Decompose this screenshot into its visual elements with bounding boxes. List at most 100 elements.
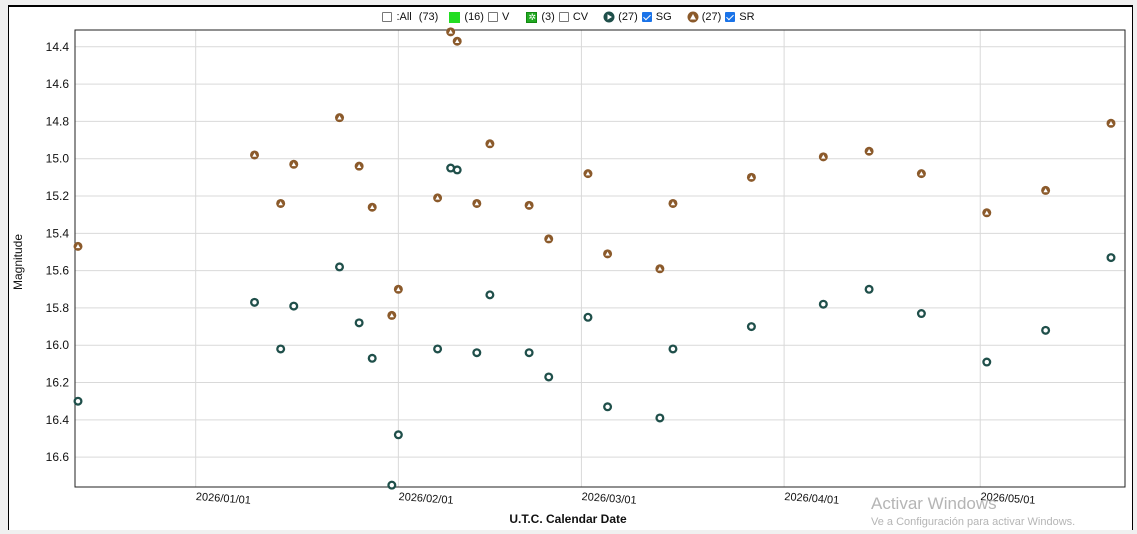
data-point-sg[interactable] xyxy=(655,413,665,423)
data-point-sr[interactable] xyxy=(524,200,534,210)
data-point-sg[interactable] xyxy=(668,344,678,354)
data-point-sr[interactable] xyxy=(446,27,456,37)
legend-v-count: (16) xyxy=(464,11,484,24)
data-point-sg[interactable] xyxy=(250,297,260,307)
series-legend: :All (73) (16) V (3) CV (27) SG (27) SR xyxy=(0,11,1137,23)
data-point-sg[interactable] xyxy=(367,353,377,363)
data-point-sr[interactable] xyxy=(668,198,678,208)
cv-star-marker-icon xyxy=(526,11,538,23)
data-point-sg[interactable] xyxy=(916,309,926,319)
data-point-sr[interactable] xyxy=(818,152,828,162)
data-point-sr[interactable] xyxy=(603,249,613,259)
y-tick-label: 15.2 xyxy=(46,189,70,203)
legend-cv-toggle[interactable]: (3) CV xyxy=(524,11,590,23)
data-point-sr[interactable] xyxy=(982,208,992,218)
sg-checkbox[interactable] xyxy=(641,12,652,23)
sr-checkbox[interactable] xyxy=(725,12,736,23)
data-point-sr[interactable] xyxy=(655,264,665,274)
data-point-sg[interactable] xyxy=(73,396,83,406)
y-axis-label: Magnitude xyxy=(11,234,25,290)
data-point-sr[interactable] xyxy=(387,310,397,320)
data-point-sg[interactable] xyxy=(746,322,756,332)
y-tick-label: 14.8 xyxy=(46,114,70,128)
y-tick-label: 16.2 xyxy=(46,376,70,390)
x-axis-label: U.T.C. Calendar Date xyxy=(509,512,627,526)
data-point-sr[interactable] xyxy=(1041,185,1051,195)
sg-play-circle-icon xyxy=(603,11,615,23)
y-tick-label: 14.4 xyxy=(46,40,70,54)
x-tick-label: 2026/05/01 xyxy=(980,491,1036,507)
legend-sg-toggle[interactable]: (27) SG xyxy=(603,11,673,23)
legend-sr-toggle[interactable]: (27) SR xyxy=(687,11,757,23)
data-point-sr[interactable] xyxy=(289,159,299,169)
data-point-sg[interactable] xyxy=(335,262,345,272)
v-checkbox[interactable] xyxy=(487,12,498,23)
data-point-sg[interactable] xyxy=(583,312,593,322)
data-point-sg[interactable] xyxy=(289,301,299,311)
data-point-sg[interactable] xyxy=(982,357,992,367)
data-point-sg[interactable] xyxy=(864,284,874,294)
data-point-sg[interactable] xyxy=(452,165,462,175)
legend-cv-count: (3) xyxy=(541,11,555,24)
data-point-sg[interactable] xyxy=(603,402,613,412)
y-tick-label: 16.6 xyxy=(46,450,70,464)
x-axis-ticks: 2026/01/01 2026/02/01 2026/03/01 2026/04/01… xyxy=(195,491,1035,507)
data-point-sr[interactable] xyxy=(916,169,926,179)
data-point-sr[interactable] xyxy=(864,146,874,156)
y-tick-label: 15.0 xyxy=(46,152,70,166)
y-tick-label: 16.4 xyxy=(46,413,70,427)
legend-all-toggle[interactable]: :All (73) xyxy=(380,11,440,23)
data-point-sg[interactable] xyxy=(818,299,828,309)
y-tick-label: 14.6 xyxy=(46,77,70,91)
data-point-sg[interactable] xyxy=(1106,253,1116,263)
x-tick-label: 2026/01/01 xyxy=(195,491,251,507)
data-point-sr[interactable] xyxy=(73,241,83,251)
y-tick-label: 15.6 xyxy=(46,264,70,278)
y-tick-label: 16.0 xyxy=(46,338,70,352)
x-tick-label: 2026/02/01 xyxy=(398,491,454,507)
data-point-sr[interactable] xyxy=(1106,118,1116,128)
legend-v-toggle[interactable]: (16) V xyxy=(447,11,511,23)
activation-watermark-title: Activar Windows xyxy=(871,494,997,513)
data-point-sr[interactable] xyxy=(583,169,593,179)
data-point-sr[interactable] xyxy=(433,193,443,203)
legend-v-label: V xyxy=(501,11,510,24)
data-point-sr[interactable] xyxy=(250,150,260,160)
data-point-sr[interactable] xyxy=(276,198,286,208)
chart-grid xyxy=(75,30,1125,487)
x-tick-label: 2026/04/01 xyxy=(784,491,840,507)
data-point-sg[interactable] xyxy=(524,348,534,358)
data-point-sr[interactable] xyxy=(393,284,403,294)
plot-area xyxy=(74,29,1126,488)
data-point-sg[interactable] xyxy=(1041,325,1051,335)
data-point-sg[interactable] xyxy=(485,290,495,300)
data-point-sr[interactable] xyxy=(746,172,756,182)
data-point-sg[interactable] xyxy=(544,372,554,382)
data-point-sg[interactable] xyxy=(387,480,397,490)
data-point-sg[interactable] xyxy=(354,318,364,328)
all-checkbox[interactable] xyxy=(382,12,393,23)
data-point-sg[interactable] xyxy=(472,348,482,358)
data-point-sr[interactable] xyxy=(472,198,482,208)
y-axis-ticks: 14.4 14.6 14.8 15.0 15.2 15.4 15.6 15.8 16.0 16.2… xyxy=(46,40,70,464)
data-point-sr[interactable] xyxy=(367,202,377,212)
data-point-sg[interactable] xyxy=(276,344,286,354)
data-points xyxy=(73,27,1116,490)
legend-sr-label: SR xyxy=(739,11,755,24)
data-point-sr[interactable] xyxy=(485,139,495,149)
x-tick-label: 2026/03/01 xyxy=(581,491,637,507)
y-tick-label: 15.4 xyxy=(46,226,70,240)
legend-sr-count: (27) xyxy=(701,11,722,24)
legend-cv-label: CV xyxy=(572,11,589,24)
legend-all-label: :All xyxy=(396,11,412,24)
sr-triangle-circle-icon xyxy=(687,11,699,23)
cv-checkbox[interactable] xyxy=(558,12,569,23)
data-point-sr[interactable] xyxy=(335,113,345,123)
data-point-sg[interactable] xyxy=(393,430,403,440)
data-point-sr[interactable] xyxy=(452,36,462,46)
y-tick-label: 15.8 xyxy=(46,301,70,315)
data-point-sr[interactable] xyxy=(354,161,364,171)
data-point-sr[interactable] xyxy=(544,234,554,244)
data-point-sg[interactable] xyxy=(433,344,443,354)
